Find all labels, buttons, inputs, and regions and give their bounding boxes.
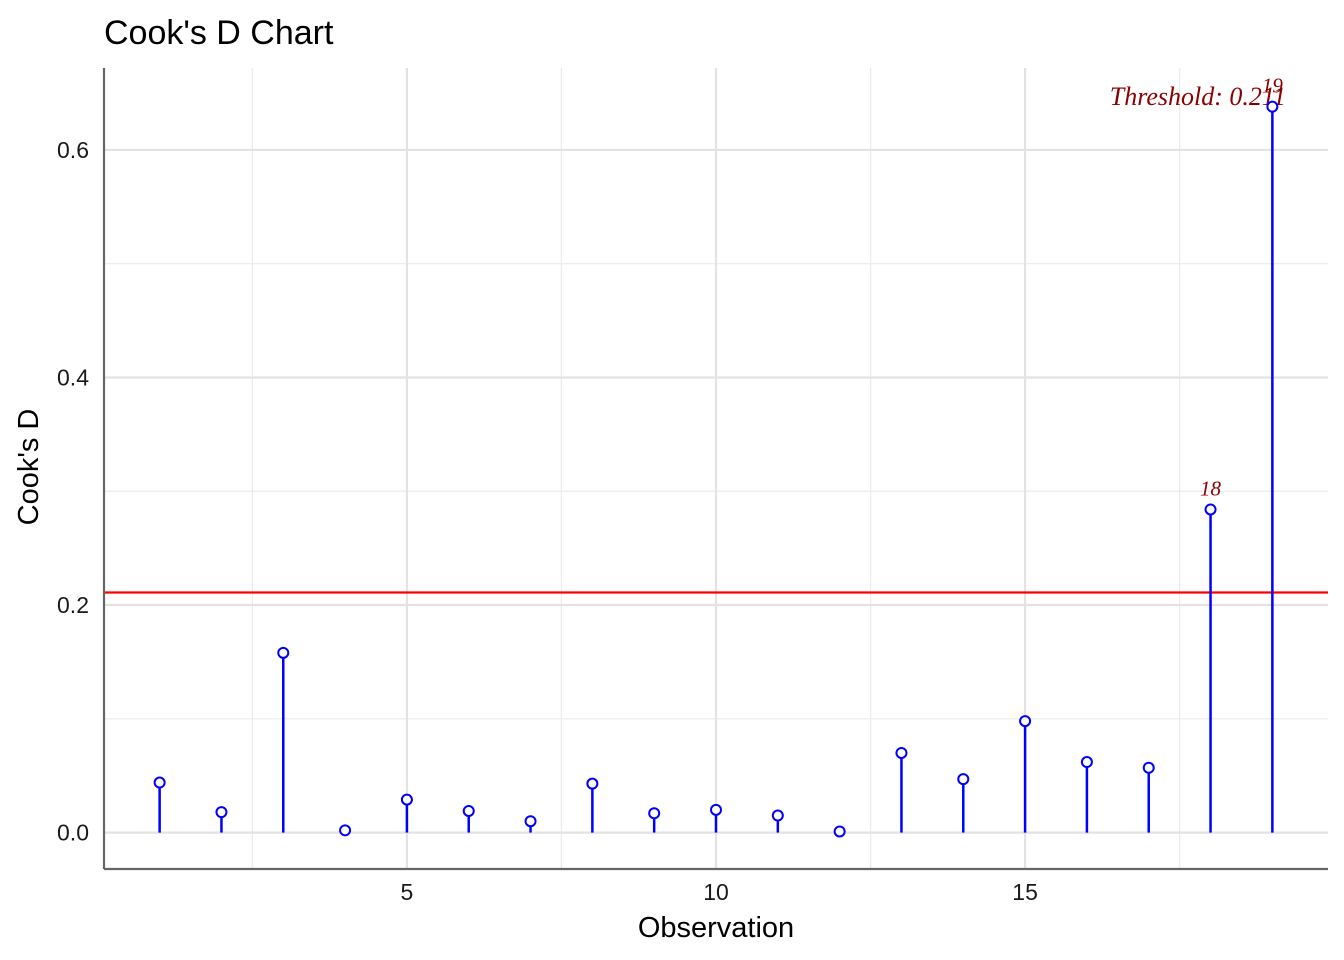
point-obs-2 bbox=[215, 806, 228, 819]
point-label-19: 19 bbox=[1262, 74, 1284, 98]
y-tick-label: 0.2 bbox=[57, 592, 89, 618]
x-tick-label: 10 bbox=[703, 879, 729, 905]
y-axis-title: Cook's D bbox=[13, 409, 45, 526]
point-obs-1 bbox=[153, 776, 166, 789]
points bbox=[153, 100, 1279, 838]
point-obs-6 bbox=[462, 804, 475, 817]
point-label-18: 18 bbox=[1200, 476, 1222, 500]
point-obs-5 bbox=[400, 793, 413, 806]
y-tick-label: 0.0 bbox=[57, 820, 89, 846]
point-obs-14 bbox=[957, 773, 970, 786]
x-tick-label: 15 bbox=[1012, 879, 1038, 905]
x-axis-title: Observation bbox=[638, 912, 794, 944]
grid-lines bbox=[104, 68, 1328, 869]
point-obs-4 bbox=[339, 824, 352, 837]
point-obs-12 bbox=[833, 825, 846, 838]
point-obs-17 bbox=[1142, 761, 1155, 774]
point-obs-11 bbox=[771, 809, 784, 822]
point-obs-8 bbox=[586, 777, 599, 790]
point-obs-3 bbox=[277, 646, 290, 659]
x-tick-label: 5 bbox=[401, 879, 414, 905]
point-obs-13 bbox=[895, 746, 908, 759]
chart-title: Cook's D Chart bbox=[104, 14, 334, 52]
point-obs-9 bbox=[648, 807, 661, 820]
point-obs-18 bbox=[1204, 503, 1217, 516]
y-tick-label: 0.4 bbox=[57, 364, 89, 390]
axes bbox=[102, 68, 1328, 871]
threshold-group: Threshold: 0.211 bbox=[104, 82, 1328, 594]
tick-labels: 5 10 15 0.0 0.2 0.4 0.6 bbox=[57, 137, 1038, 905]
point-obs-15 bbox=[1019, 715, 1032, 728]
point-obs-19 bbox=[1266, 100, 1279, 113]
threshold-label: Threshold: 0.211 bbox=[1110, 82, 1286, 111]
point-obs-7 bbox=[524, 815, 537, 828]
point-obs-16 bbox=[1080, 756, 1093, 769]
point-obs-10 bbox=[710, 803, 722, 816]
y-tick-label: 0.6 bbox=[57, 137, 89, 163]
